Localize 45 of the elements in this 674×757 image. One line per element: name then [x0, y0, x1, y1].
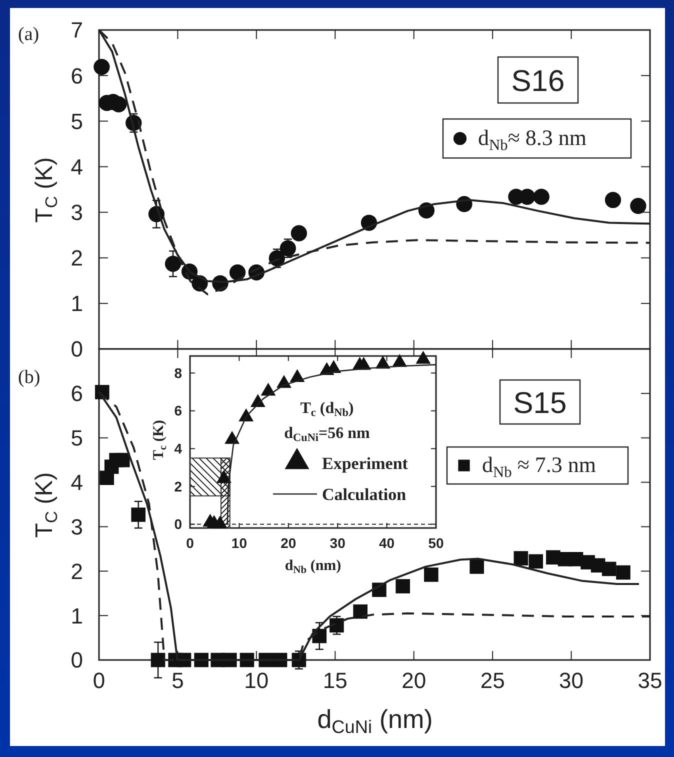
y-tick-label: 0 [70, 648, 83, 673]
x-tick-label: 20 [402, 668, 426, 693]
text: T$_{c}$ (d$_{Nb}$) [300, 400, 354, 420]
y-tick-label: 2 [70, 558, 83, 584]
y-tick-label: 5 [70, 108, 83, 134]
y-tick-label: 2 [70, 246, 83, 271]
y-tick-label: 4 [174, 440, 182, 457]
y-tick-label: 3 [70, 200, 83, 225]
x-tick-label: 20 [280, 535, 296, 551]
y-tick-label: 3 [70, 514, 83, 540]
x-tick-label: 50 [428, 535, 444, 551]
y-tick-label: 5 [70, 426, 83, 451]
y-tick-label: 1 [70, 603, 83, 628]
y-tick-label: 0 [174, 516, 182, 532]
annotation: S15 [513, 386, 567, 420]
x-tick-label: 30 [330, 535, 346, 551]
legend-label: d$_{Nb}$ ≈ 7.3 nm [482, 452, 596, 481]
y-tick-label: 0 [70, 336, 83, 362]
text: (b) [18, 367, 40, 388]
chart-title: (a) [18, 24, 40, 45]
y-tick-label: 6 [70, 381, 83, 406]
y-tick-label: 1 [70, 291, 83, 316]
x-tick-label: 0 [92, 668, 106, 693]
legend-label: d$_{Nb}$≈ 8.3 nm [478, 125, 586, 154]
x-tick-label: 25 [480, 668, 505, 693]
y-tick-label: 7 [70, 18, 83, 43]
x-tick-label: 10 [231, 535, 248, 551]
x-tick-label: 30 [559, 668, 584, 693]
x-tick-label: 40 [379, 535, 395, 551]
x-tick-label: 0 [186, 535, 194, 551]
legend-label: Calculation [322, 484, 407, 504]
y-tick-label: 4 [70, 470, 83, 495]
x-axis-title: d$_{Nb}$ (nm) [284, 558, 342, 576]
x-tick-label: 10 [244, 668, 269, 693]
y-tick-label: 4 [70, 154, 83, 180]
y-tick-label: 6 [174, 402, 182, 419]
annotation: S16 [511, 64, 565, 98]
x-axis-title: d$_{CuNi}$ (nm) [317, 704, 433, 738]
x-tick-label: 35 [638, 668, 662, 693]
y-tick-label: 2 [174, 478, 182, 494]
y-tick-label: 8 [174, 364, 182, 381]
text: d$_{CuNi}$=56 nm [284, 425, 371, 444]
x-tick-label: 15 [322, 668, 348, 693]
legend-label: Experiment [322, 454, 408, 473]
y-tick-label: 6 [70, 63, 83, 88]
